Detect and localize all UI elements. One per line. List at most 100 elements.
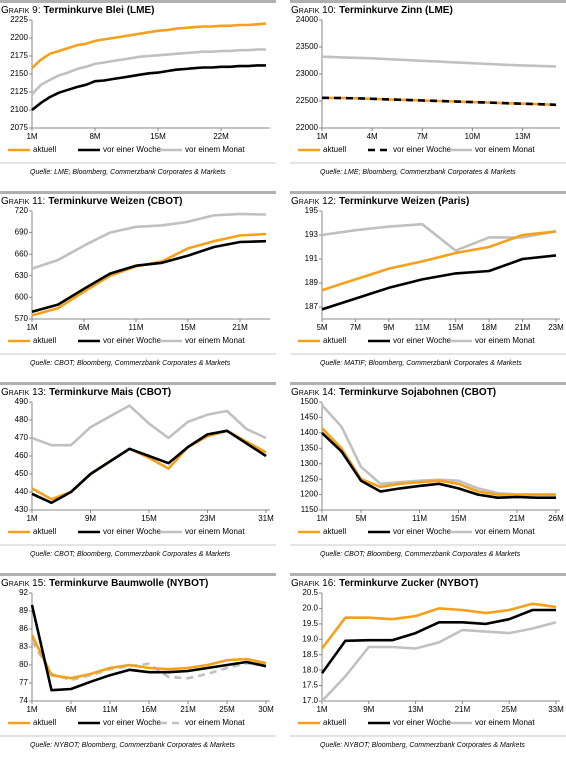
y-tick-label: 1250: [300, 474, 318, 483]
x-tick-label: 21M: [509, 514, 525, 523]
y-tick-label: 20.5: [302, 588, 318, 597]
chart-title: Grafik 10: Terminkurve Zinn (LME): [291, 5, 453, 16]
y-tick-label: 570: [15, 314, 29, 323]
x-tick-label: 6M: [65, 705, 76, 714]
y-tick-label: 430: [15, 505, 29, 514]
x-tick-label: 1M: [316, 514, 327, 523]
x-tick-label: 1M: [26, 514, 37, 523]
y-tick-label: 187: [305, 302, 319, 311]
legend-label: vor einer Woche: [103, 718, 162, 727]
panel-rule: [0, 191, 276, 194]
title-text: Terminkurve Zinn (LME): [339, 5, 453, 16]
series-line: [321, 222, 557, 252]
y-tick-label: 193: [305, 230, 319, 239]
y-tick-label: 189: [305, 278, 319, 287]
x-tick-label: 6M: [78, 323, 89, 332]
y-tick-label: 18.5: [302, 650, 318, 659]
x-tick-label: 16M: [141, 705, 157, 714]
legend-label: vor einer Woche: [103, 527, 162, 536]
x-tick-label: 21M: [455, 705, 471, 714]
y-tick-label: 17.0: [302, 696, 318, 705]
legend-label: aktuell: [323, 718, 346, 727]
x-tick-label: 25M: [501, 705, 517, 714]
y-tick-label: 460: [15, 451, 29, 460]
panel-rule: [0, 573, 276, 576]
y-tick-label: 74: [19, 696, 28, 705]
series-line: [31, 212, 267, 270]
chart-title: Grafik 16: Terminkurve Zucker (NYBOT): [291, 578, 478, 589]
y-tick-label: 660: [15, 249, 29, 258]
y-tick-label: 600: [15, 293, 29, 302]
x-tick-label: 26M: [548, 514, 564, 523]
x-tick-label: 31M: [258, 514, 274, 523]
legend-label: vor einem Monat: [475, 145, 535, 154]
legend-label: aktuell: [323, 145, 346, 154]
panel-rule: [290, 573, 566, 576]
x-tick-label: 5M: [355, 514, 366, 523]
y-tick-label: 720: [15, 206, 29, 215]
figure-label: Grafik 11:: [1, 196, 45, 207]
x-tick-label: 11M: [412, 514, 427, 523]
series-line: [321, 621, 557, 702]
chart-title: Grafik 15: Terminkurve Baumwolle (NYBOT): [1, 578, 208, 589]
series-line: [321, 431, 556, 499]
y-tick-label: 19.0: [302, 634, 318, 643]
y-tick-label: 24000: [296, 15, 319, 24]
chart-panel: Grafik 15: Terminkurve Baumwolle (NYBOT) 7…: [0, 573, 276, 749]
chart-panel: Grafik 16: Terminkurve Zucker (NYBOT) 17.0…: [290, 573, 566, 749]
series-line: [30, 604, 267, 692]
x-tick-label: 15M: [448, 323, 464, 332]
y-tick-label: 2075: [10, 123, 28, 132]
series-line: [31, 239, 267, 314]
legend-label: vor einem Monat: [185, 527, 245, 536]
y-tick-label: 23000: [296, 69, 319, 78]
x-tick-label: 15M: [451, 514, 467, 523]
y-tick-label: 2100: [10, 105, 28, 114]
source-note: Quelle: MATIF; Bloomberg, Commerzbank Co…: [320, 360, 522, 367]
legend-label: vor einer Woche: [393, 336, 452, 345]
legend-label: vor einer Woche: [393, 718, 452, 727]
y-tick-label: 1300: [300, 459, 318, 468]
y-tick-label: 480: [15, 415, 29, 424]
series-line: [31, 404, 267, 447]
chart-title: Grafik 12: Terminkurve Weizen (Paris): [291, 196, 469, 207]
chart-panel: Grafik 10: Terminkurve Zinn (LME) 22000 225…: [290, 0, 566, 176]
title-text: Terminkurve Sojabohnen (CBOT): [339, 387, 496, 398]
legend-label: aktuell: [323, 527, 346, 536]
x-tick-label: 23M: [548, 323, 564, 332]
series-line: [31, 429, 267, 505]
y-tick-label: 86: [19, 624, 28, 633]
y-tick-label: 630: [15, 271, 29, 280]
y-tick-label: 2175: [10, 51, 28, 60]
source-note: Quelle: NYBOT; Bloomberg, Commerzbank Co…: [30, 742, 235, 749]
legend-label: vor einer Woche: [103, 336, 162, 345]
y-tick-label: 1350: [300, 443, 318, 452]
y-tick-label: 1400: [300, 428, 318, 437]
series-line: [31, 232, 267, 317]
y-tick-label: 490: [15, 397, 29, 406]
y-tick-label: 20.0: [302, 604, 318, 613]
series-line: [320, 602, 557, 650]
x-tick-label: 23M: [200, 514, 216, 523]
legend-label: aktuell: [33, 718, 56, 727]
y-tick-label: 89: [19, 606, 28, 615]
y-tick-label: 18.0: [302, 665, 318, 674]
x-tick-label: 9M: [363, 705, 374, 714]
source-note: Quelle: LME; Bloomberg, Commerzbank Corp…: [30, 169, 226, 176]
legend-label: vor einem Monat: [185, 336, 245, 345]
legend-label: vor einer Woche: [393, 527, 452, 536]
y-tick-label: 22000: [296, 123, 319, 132]
chart-title: Grafik 14: Terminkurve Sojabohnen (CBOT): [291, 387, 496, 398]
x-tick-label: 21M: [180, 705, 196, 714]
x-tick-label: 21M: [232, 323, 248, 332]
y-tick-label: 440: [15, 487, 29, 496]
chart-panel: Grafik 9: Terminkurve Blei (LME) 2075 2100 2…: [0, 0, 276, 176]
series-line: [321, 254, 557, 311]
series-line: [321, 55, 557, 68]
legend-label: vor einem Monat: [475, 718, 535, 727]
series-line: [30, 640, 267, 682]
y-tick-label: 1150: [301, 505, 319, 514]
figure-label: Grafik 9:: [1, 5, 41, 16]
y-tick-label: 1200: [300, 490, 318, 499]
